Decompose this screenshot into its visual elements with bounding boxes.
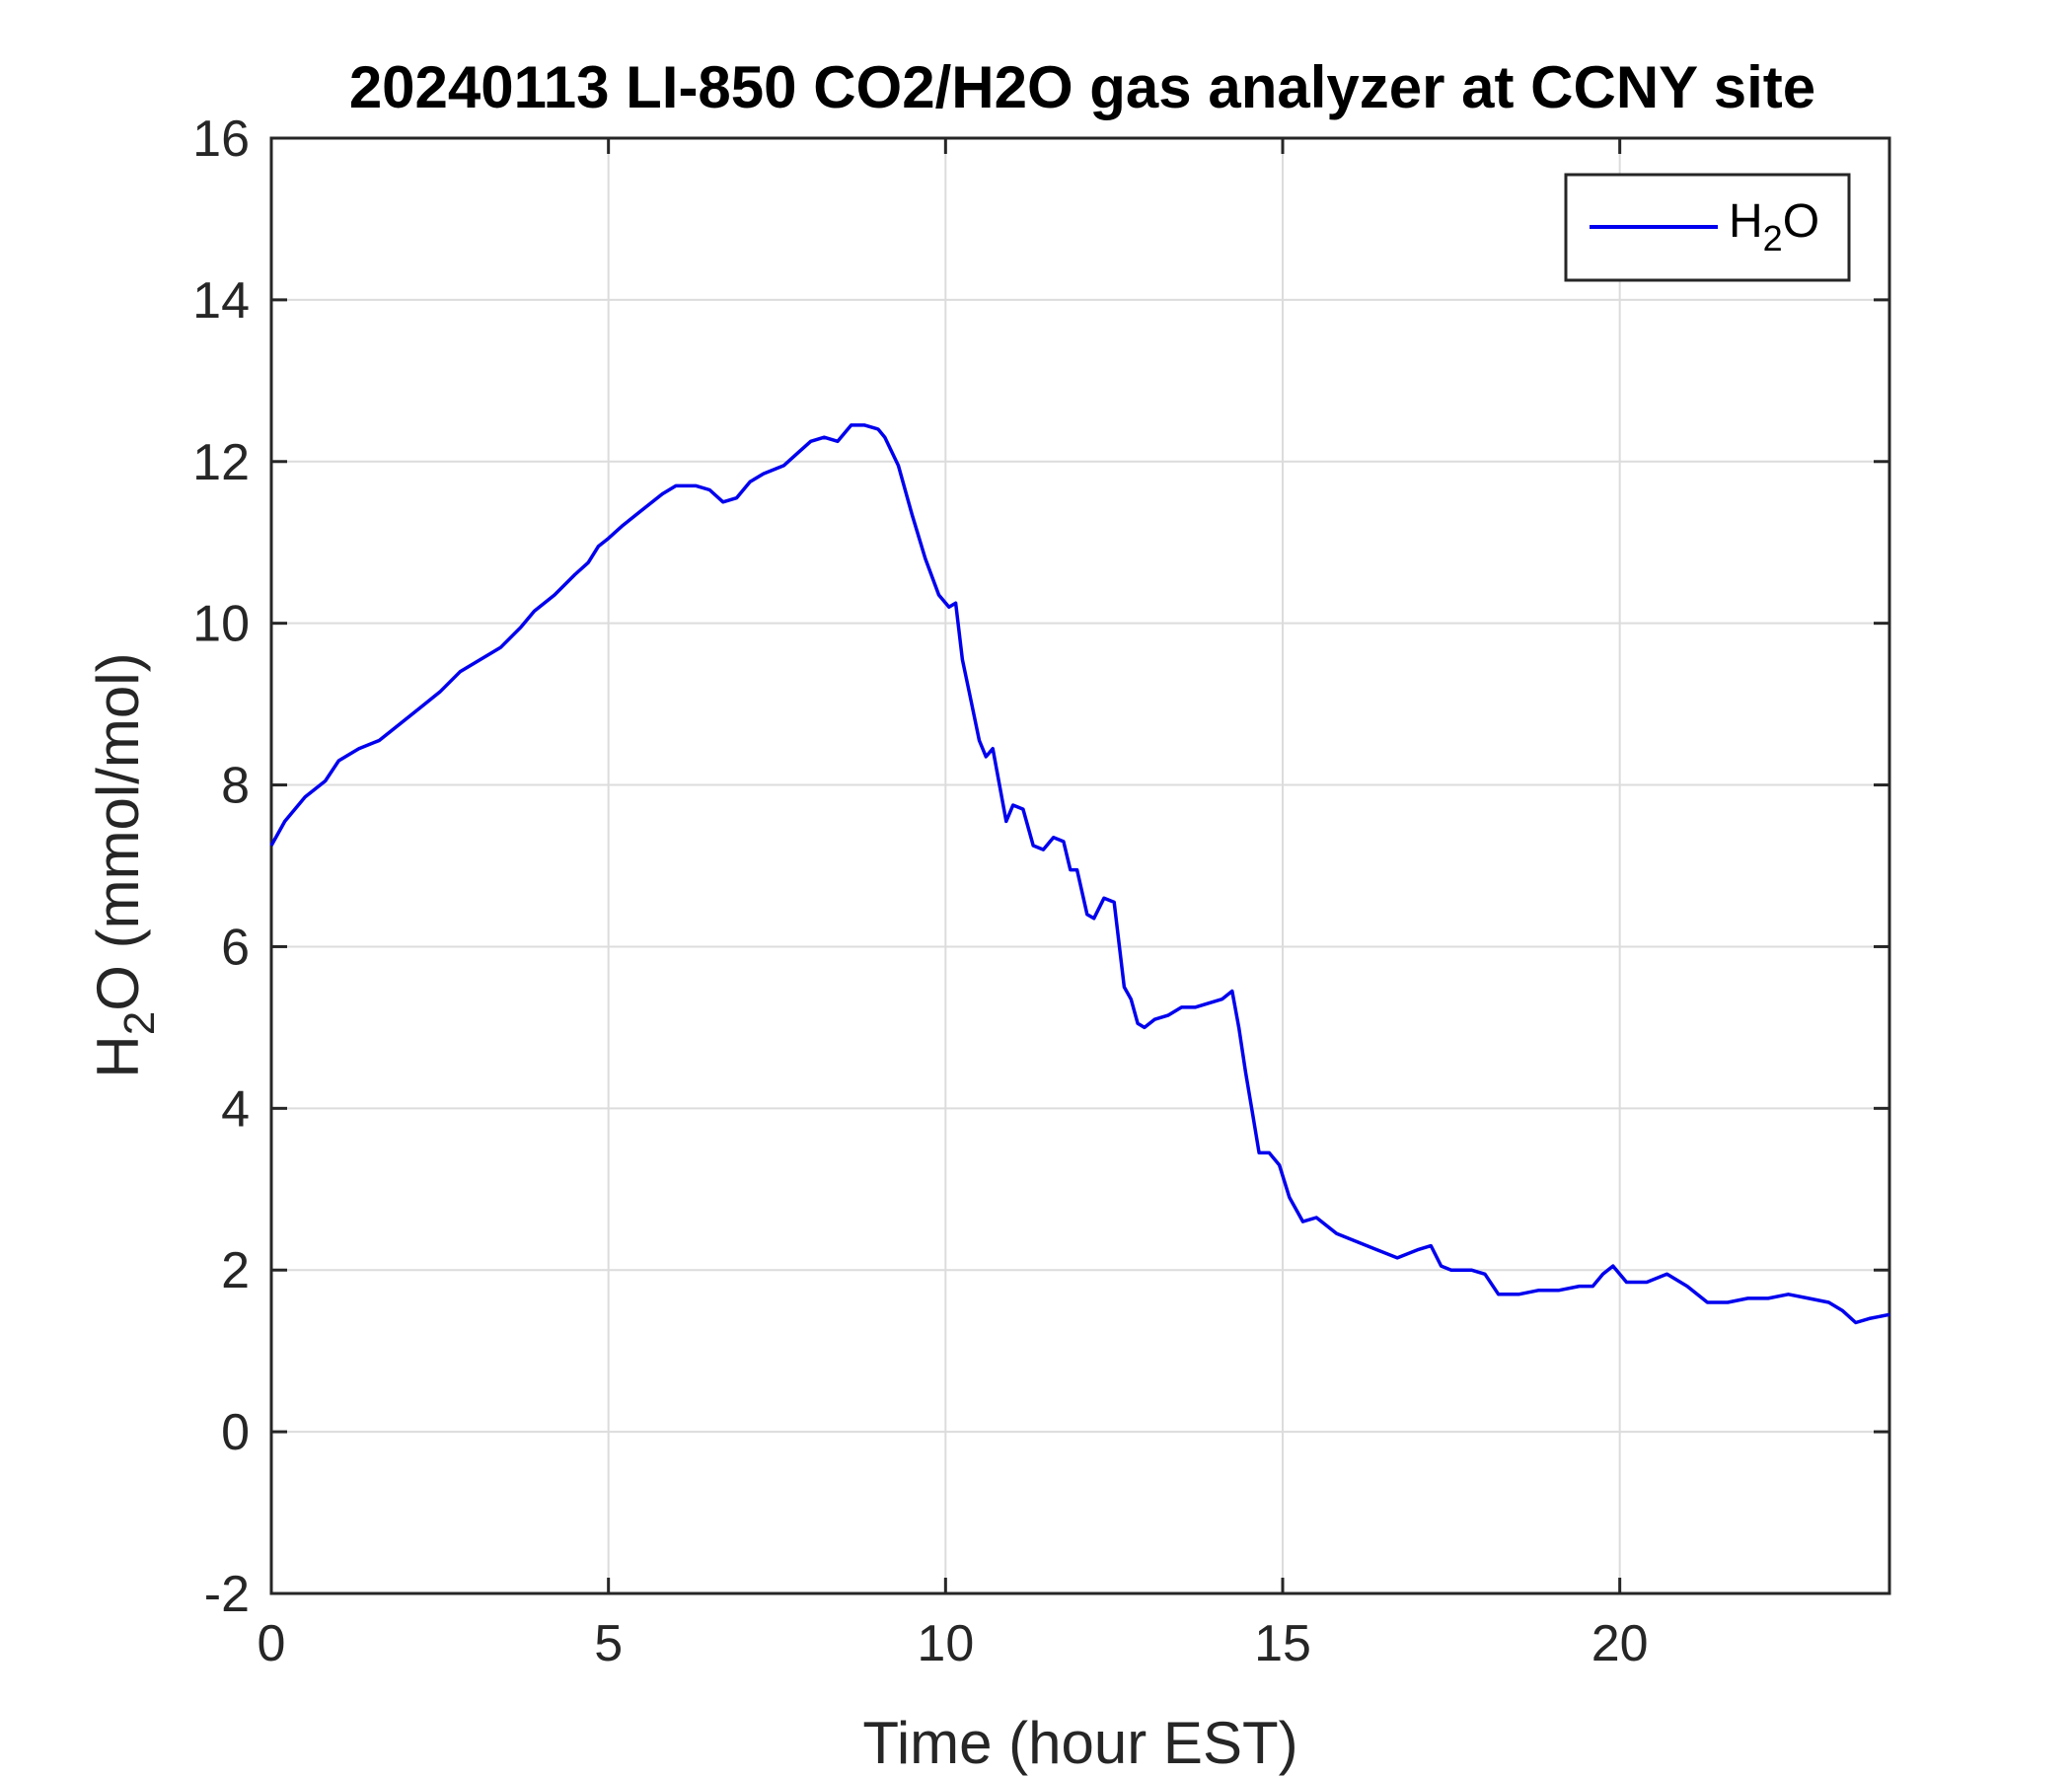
x-tick-label: 0 [258, 1615, 286, 1672]
y-tick-label: 8 [221, 758, 250, 815]
grid [271, 138, 1889, 1593]
y-tick-label: 12 [192, 434, 250, 491]
y-tick-label: 10 [192, 596, 250, 653]
y-tick-label: 14 [192, 272, 250, 330]
y-tick-label: -2 [204, 1566, 250, 1623]
y-tick-label: 16 [192, 111, 250, 168]
series-layer [269, 423, 1890, 1325]
x-tick-label: 15 [1254, 1615, 1311, 1672]
y-tick-label: 6 [221, 919, 250, 976]
legend: H2O [1564, 173, 1851, 282]
x-axis-label: Time (hour EST) [862, 1710, 1297, 1776]
x-tick-label: 5 [594, 1615, 623, 1672]
y-axis-label-sub: 2 [115, 1011, 164, 1035]
y-tick-labels: -2 0 2 4 6 8 10 12 14 16 [192, 111, 250, 1623]
ticks [269, 136, 1889, 1595]
legend-label-h2o: H2O [1729, 195, 1819, 259]
plot-frame [269, 136, 1891, 1595]
y-axis-label-main: H [85, 1035, 151, 1077]
y-axis-label: H2O (mmol/mol) [85, 652, 164, 1077]
y-axis-label-rest: O (mmol/mol) [85, 652, 151, 1010]
series-line-h2o [269, 423, 1890, 1325]
x-tick-label: 10 [917, 1615, 974, 1672]
legend-label-sub: 2 [1763, 218, 1783, 259]
y-tick-label: 4 [221, 1080, 250, 1138]
legend-label-rest: O [1783, 195, 1819, 248]
chart-title: 20240113 LI-850 CO2/H2O gas analyzer at … [349, 54, 1815, 120]
y-tick-label: 0 [221, 1404, 250, 1461]
legend-label-main: H [1729, 195, 1763, 248]
x-tick-labels: 0 5 10 15 20 [258, 1615, 1649, 1672]
x-tick-label: 20 [1591, 1615, 1649, 1672]
y-tick-label: 2 [221, 1242, 250, 1299]
